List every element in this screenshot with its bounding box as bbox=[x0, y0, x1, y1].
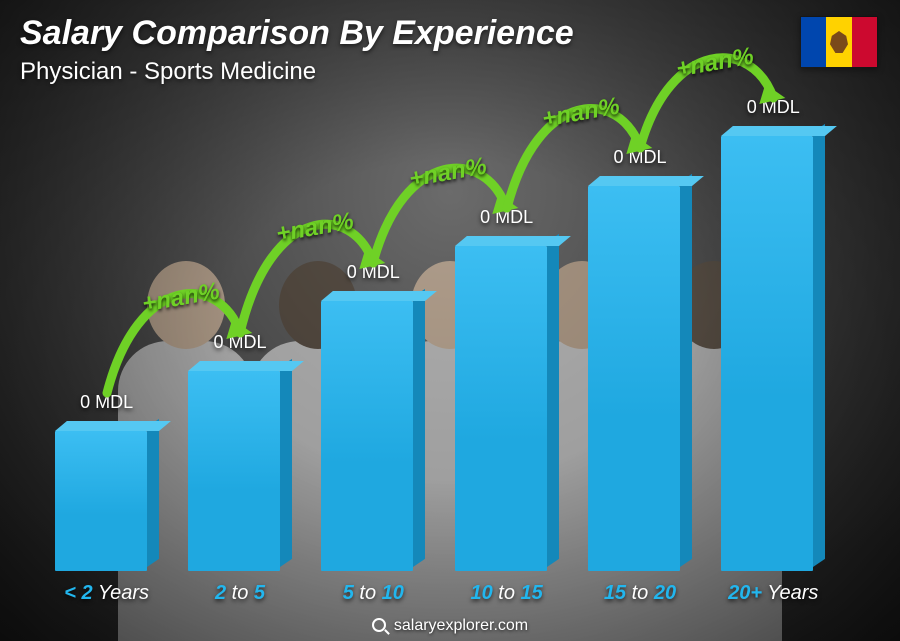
x-axis-label: 10 to 15 bbox=[447, 582, 567, 605]
x-axis-label: < 2 Years bbox=[47, 582, 167, 605]
bar bbox=[588, 176, 692, 571]
bar bbox=[188, 361, 292, 571]
x-axis-label: 15 to 20 bbox=[580, 582, 700, 605]
footer: salaryexplorer.com bbox=[0, 611, 900, 641]
chart-subtitle: Physician - Sports Medicine bbox=[20, 58, 316, 86]
bar-value-label: 0 MDL bbox=[613, 147, 666, 168]
bar-chart: 0 MDL0 MDL0 MDL0 MDL0 MDL0 MDL bbox=[40, 101, 840, 571]
bar-wrap: 0 MDL bbox=[47, 392, 167, 571]
magnifier-icon bbox=[372, 618, 388, 634]
bar-wrap: 0 MDL bbox=[580, 147, 700, 571]
bar-value-label: 0 MDL bbox=[213, 332, 266, 353]
bar-wrap: 0 MDL bbox=[713, 97, 833, 571]
bars-container: 0 MDL0 MDL0 MDL0 MDL0 MDL0 MDL bbox=[40, 101, 840, 571]
bar bbox=[321, 291, 425, 571]
bar-value-label: 0 MDL bbox=[480, 207, 533, 228]
bar-wrap: 0 MDL bbox=[180, 332, 300, 571]
x-axis-label: 5 to 10 bbox=[313, 582, 433, 605]
x-axis-label: 20+ Years bbox=[713, 582, 833, 605]
bar-wrap: 0 MDL bbox=[447, 207, 567, 571]
footer-text: salaryexplorer.com bbox=[394, 617, 528, 635]
country-flag bbox=[800, 16, 878, 68]
bar bbox=[455, 236, 559, 571]
bar-value-label: 0 MDL bbox=[747, 97, 800, 118]
bar-wrap: 0 MDL bbox=[313, 262, 433, 571]
x-axis-labels: < 2 Years 2 to 5 5 to 10 10 to 15 15 to 20 20… bbox=[40, 582, 840, 605]
bar bbox=[55, 421, 159, 571]
bar-value-label: 0 MDL bbox=[80, 392, 133, 413]
bar bbox=[721, 126, 825, 571]
infographic-stage: Salary Comparison By Experience Physicia… bbox=[0, 0, 900, 641]
x-axis-label: 2 to 5 bbox=[180, 582, 300, 605]
footer-logo: salaryexplorer.com bbox=[372, 617, 528, 635]
bar-value-label: 0 MDL bbox=[347, 262, 400, 283]
flag-stripe bbox=[801, 17, 826, 67]
chart-title: Salary Comparison By Experience bbox=[20, 14, 574, 53]
flag-stripe bbox=[852, 17, 877, 67]
